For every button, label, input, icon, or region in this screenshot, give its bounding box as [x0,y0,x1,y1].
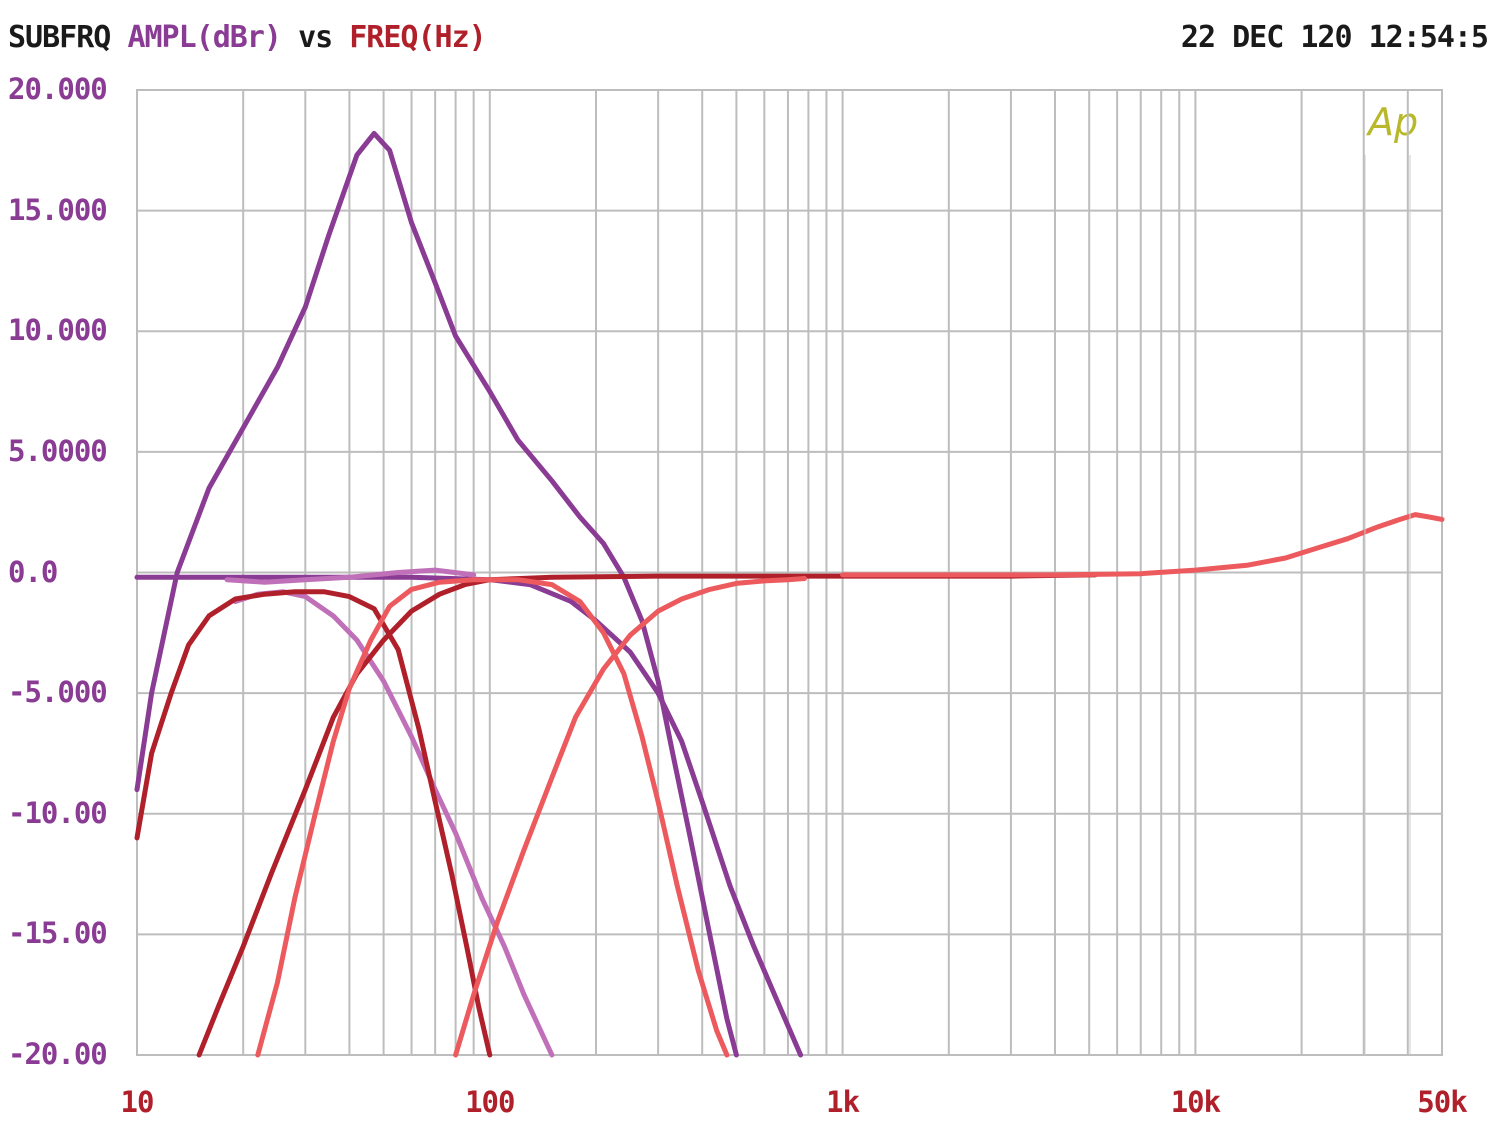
x-tick-label: 50k [1417,1085,1467,1119]
y-tick-label: 5.0000 [8,433,108,468]
series-line-8 [255,577,730,1058]
plot-border [136,89,1443,1056]
x-tick-label: 100 [465,1085,515,1119]
series-line-10 [840,512,1445,578]
x-tick-label: 10k [1170,1085,1221,1119]
y-tick-label: -15.00 [8,916,108,951]
y-tick-label: 10.000 [8,313,108,348]
chart-title: SUBFRQ AMPL(dBr) vs FREQ(Hz) [8,20,487,55]
series-line-3 [232,589,555,1058]
y-tick-label: 20.000 [8,72,108,106]
y-tick-label: -10.00 [8,795,108,830]
series-line-1 [134,130,739,1058]
x-tick-label: 1k [826,1085,860,1119]
y-tick-label: 15.000 [8,192,108,227]
series-line-2 [134,574,804,1058]
series-line-5 [134,589,493,1058]
y-tick-label: 0.0 [8,554,58,589]
ap-logo: Ap [1368,100,1419,144]
title-subfrq: SUBFRQ [8,20,111,55]
title-freq: FREQ(Hz) [349,20,486,55]
x-tick-label: 10 [120,1085,155,1119]
series-line-4 [224,567,477,585]
series-line-9 [453,576,807,1058]
y-tick-label: -20.00 [8,1037,108,1071]
timestamp: 22 DEC 120 12:54:5 [1180,20,1489,55]
title-vs: vs [298,20,333,55]
title-ampl: AMPL(dBr) [127,20,282,55]
y-tick-label: -5.000 [8,675,108,710]
series-line-6 [196,573,846,1058]
